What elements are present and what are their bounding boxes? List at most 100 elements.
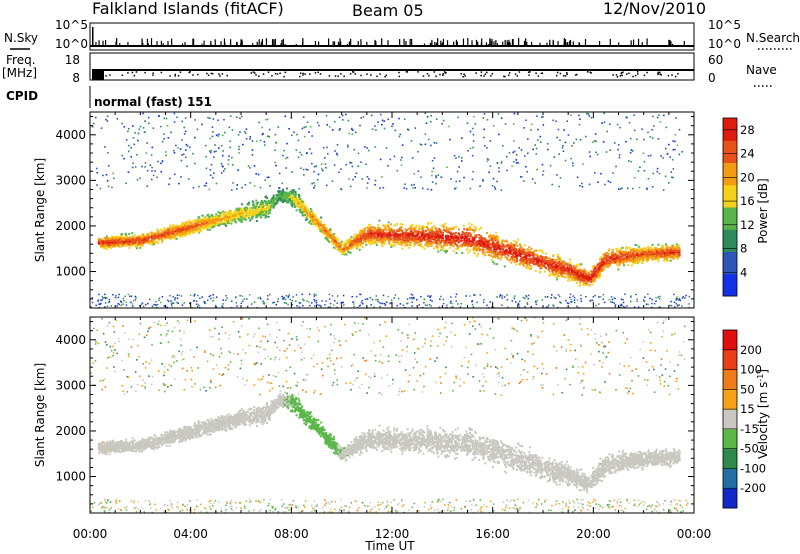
scatter-cell: [431, 234, 434, 237]
scatter-cell: [628, 256, 631, 259]
scatter-cell: [286, 200, 289, 203]
nave-dot: [188, 71, 190, 74]
scatter-cell: [428, 232, 431, 235]
scatter-cell: [566, 262, 569, 265]
scatter-cell: [593, 265, 596, 268]
scatter-cell: [125, 236, 128, 239]
scatter-cell: [316, 224, 319, 227]
scatter-cell: [455, 239, 458, 242]
nave-dot: [620, 72, 622, 75]
scatter-cell: [185, 222, 188, 225]
scatter-cell: [173, 230, 176, 233]
scatter-cell: [435, 228, 438, 231]
scatter-cell: [380, 240, 383, 243]
nsky-bar: [508, 39, 510, 46]
scatter-cell: [105, 235, 108, 238]
nave-dot: [643, 74, 646, 77]
scatter-cell: [519, 259, 522, 262]
scatter-cell: [337, 245, 340, 248]
scatter-cell: [382, 224, 385, 227]
scatter-cell: [432, 247, 435, 250]
scatter-cell: [431, 237, 434, 240]
scatter-cell: [494, 235, 497, 238]
scatter-cell: [560, 262, 563, 265]
nave-dot: [379, 73, 381, 75]
scatter-cell: [597, 276, 600, 279]
scatter-cell: [536, 253, 539, 256]
scatter-cell: [586, 275, 589, 278]
scatter-cell: [516, 260, 519, 263]
scatter-cell: [474, 244, 477, 247]
scatter-cell: [666, 246, 669, 249]
scatter-cell: [320, 227, 323, 230]
scatter-cell: [512, 250, 515, 253]
scatter-cell: [581, 270, 584, 273]
nave-dot: [619, 75, 622, 77]
scatter-cell: [420, 238, 423, 241]
scatter-cell: [336, 249, 339, 252]
scatter-cell: [514, 247, 517, 250]
scatter-cell: [666, 256, 669, 259]
scatter-cell: [416, 242, 419, 245]
scatter-cell: [435, 241, 438, 244]
nsky-bar: [502, 41, 504, 46]
scatter-cell: [587, 280, 590, 283]
scatter-cell: [421, 246, 424, 249]
scatter-cell: [474, 252, 477, 255]
scatter-cell: [380, 235, 383, 238]
scatter-cell: [592, 280, 595, 283]
scatter-cell: [628, 260, 631, 263]
scatter-cell: [398, 241, 401, 244]
scatter-cell: [475, 234, 478, 237]
scatter-cell: [217, 211, 220, 214]
nsky-bar: [525, 38, 527, 46]
scatter-cell: [273, 204, 276, 207]
scatter-cell: [436, 246, 439, 249]
scatter-cell: [543, 259, 546, 262]
nave-dot: [127, 72, 129, 74]
scatter-cell: [179, 233, 182, 236]
scatter-cell: [156, 228, 159, 231]
scatter-cell: [416, 229, 419, 232]
scatter-cell: [490, 246, 493, 249]
scatter-cell: [570, 279, 573, 282]
scatter-cell: [561, 271, 564, 274]
scatter-cell: [547, 260, 550, 263]
nsky-bar: [348, 41, 350, 46]
scatter-cell: [294, 191, 297, 194]
scatter-cell: [385, 232, 388, 235]
scatter-cell: [189, 230, 192, 233]
scatter-cell: [457, 232, 460, 235]
scatter-cell: [136, 235, 139, 238]
scatter-cell: [587, 275, 590, 278]
scatter-cell: [621, 246, 624, 249]
scatter-cell: [389, 233, 392, 236]
scatter-cell: [178, 225, 181, 228]
scatter-cell: [632, 252, 635, 255]
scatter-cell: [199, 224, 202, 227]
nsky-bar: [229, 42, 232, 46]
scatter-cell: [538, 249, 541, 252]
scatter-cell: [526, 264, 529, 267]
scatter-cell: [651, 248, 654, 251]
scatter-cell: [628, 255, 631, 258]
scatter-cell: [573, 273, 576, 276]
scatter-cell: [580, 263, 583, 266]
scatter-cell: [389, 232, 392, 235]
scatter-cell: [408, 234, 411, 237]
nave-dot: [442, 74, 444, 77]
nsky-bar: [409, 38, 411, 46]
nsky-bar: [493, 41, 495, 46]
scatter-cell: [159, 237, 162, 240]
scatter-cell: [600, 263, 603, 266]
scatter-cell: [588, 284, 591, 287]
scatter-cell: [505, 253, 508, 256]
scatter-cell: [404, 239, 407, 242]
nsky-bar: [256, 41, 258, 46]
scatter-cell: [128, 246, 131, 249]
scatter-cell: [521, 256, 524, 259]
nsky-bar: [509, 42, 511, 46]
scatter-cell: [290, 197, 293, 200]
scatter-cell: [242, 211, 245, 214]
scatter-cell: [518, 248, 521, 251]
